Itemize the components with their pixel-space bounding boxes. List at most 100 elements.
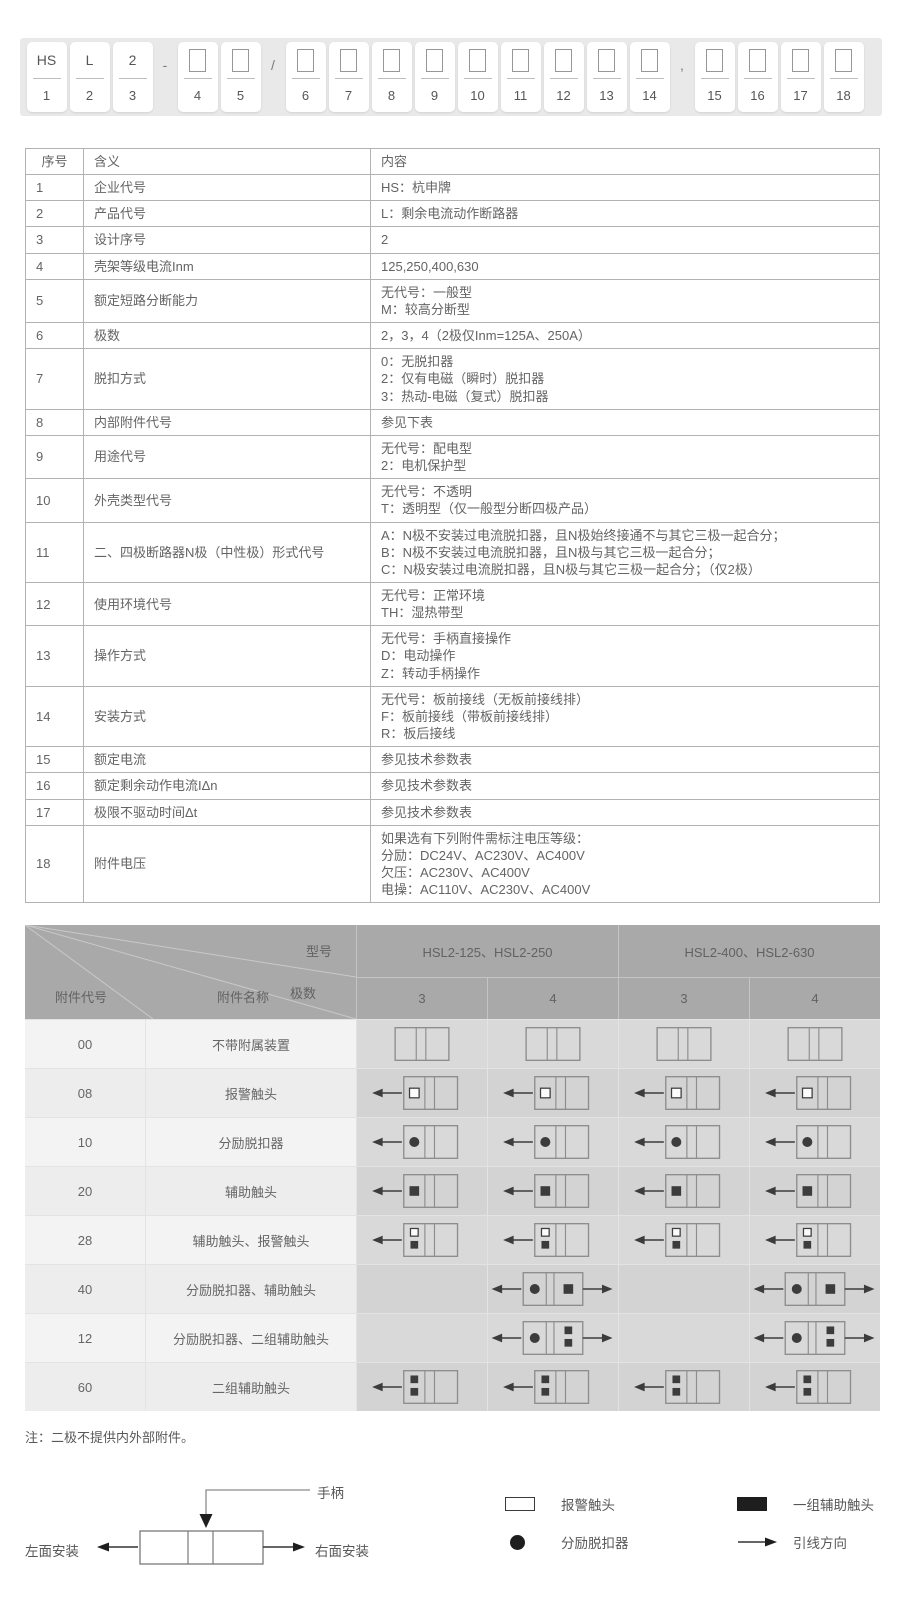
- right-arrow-icon: [293, 1542, 305, 1552]
- pole-count-header: 4: [487, 977, 618, 1020]
- col-header-content: 内容: [370, 147, 880, 176]
- model-group-header: HSL2-400、HSL2-630: [618, 925, 880, 978]
- legend-label: 报警触头: [561, 1498, 615, 1514]
- meaning-cell: 脱扣方式: [83, 348, 371, 410]
- accessory-diagram-cell: [487, 1166, 618, 1216]
- divider: [32, 78, 61, 79]
- content-cell: 无代号：配电型 2：电机保护型: [370, 434, 880, 480]
- code-position-number: 5: [236, 88, 245, 103]
- content-cell: 无代号：一般型 M：较高分断型: [370, 278, 880, 324]
- meaning-cell: 外壳类型代号: [83, 478, 371, 523]
- mounting-diagram: 手柄 左面安装 右面安装: [25, 1456, 465, 1596]
- accessory-name-cell: 报警触头: [145, 1068, 356, 1118]
- breaker-diagram-alarm: [634, 1076, 721, 1111]
- code-position-number: 18: [836, 88, 851, 103]
- accessory-diagram-cell: [749, 1362, 880, 1412]
- table-row: 1 企业代号 HS：杭申牌: [25, 174, 880, 202]
- legend-item: 一组辅助触头: [737, 1494, 874, 1514]
- content-cell: 参见下表: [370, 408, 880, 436]
- accessory-diagram-cell: [487, 1068, 618, 1118]
- content-cell: A：N极不安装过电流脱扣器，且N极始终接通不与其它三极一起合分； B：N极不安装…: [370, 521, 880, 583]
- divider: [592, 78, 621, 79]
- legend-label: 一组辅助触头: [793, 1498, 874, 1514]
- code-label: HS: [36, 52, 57, 68]
- row-number-cell: 7: [25, 348, 84, 410]
- code-position-number: 12: [556, 88, 571, 103]
- pole-count-header: 3: [356, 977, 487, 1020]
- content-cell: 2: [370, 226, 880, 254]
- row-number-cell: 2: [25, 200, 84, 228]
- accessory-diagram-cell: [356, 1068, 487, 1118]
- table-row: 4 壳架等级电流Inm 125,250,400,630: [25, 252, 880, 280]
- accessory-diagram-cell: [749, 1264, 880, 1314]
- divider: [463, 78, 492, 79]
- table-row: 12 使用环境代号 无代号：正常环境 TH：湿热带型: [25, 581, 880, 627]
- accessory-code-cell: 00: [25, 1019, 145, 1069]
- content-cell: 125,250,400,630: [370, 252, 880, 280]
- accessory-diagram-cell: [356, 1362, 487, 1412]
- down-arrow-icon: [199, 1514, 213, 1529]
- meaning-cell: 设计序号: [83, 226, 371, 254]
- row-number-cell: 6: [25, 322, 84, 350]
- breaker-diagram-auxalarm: [503, 1223, 590, 1258]
- blank-box-slot: [426, 42, 443, 78]
- content-cell: 0：无脱扣器 2：仅有电磁（瞬时）脱扣器 3：热动-电磁（复式）脱扣器: [370, 348, 880, 410]
- row-number-cell: 18: [25, 824, 84, 904]
- row-number-cell: 16: [25, 772, 84, 800]
- code-position-13: 13: [586, 42, 627, 112]
- accessory-table: 型号 极数 附件代号 附件名称 HSL2-125、HSL2-250 HSL2-400、HS…: [25, 925, 880, 1412]
- accessory-diagram-cell: [749, 1313, 880, 1363]
- accessory-diagram-cell: [356, 1117, 487, 1167]
- footer: 手柄 左面安装 右面安装 报警触头 一组辅助触头 分励脱扣器 引线方向: [25, 1456, 880, 1606]
- table-row: 9 用途代号 无代号：配电型 2：电机保护型: [25, 434, 880, 480]
- table-row: 17 极限不驱动时间Δt 参见技术参数表: [25, 798, 880, 826]
- model-code-strip: HS 1 L 2 2 3-4 5/6 7 8 9 10 11 12 13 14, 15 16 17 18: [20, 38, 882, 116]
- corner-label-poles: 极数: [289, 986, 316, 1002]
- code-position-number: 6: [301, 88, 310, 103]
- divider: [420, 78, 449, 79]
- legend-symbol: [505, 1534, 547, 1550]
- model-group-header: HSL2-125、HSL2-250: [356, 925, 618, 978]
- blank-box-slot: [792, 42, 809, 78]
- breaker-diagram-aux2: [765, 1370, 852, 1405]
- accessory-diagram-cell: [618, 1166, 749, 1216]
- table-row: 14 安装方式 无代号：板前接线（无板前接线排） F：板前接线（带板前接线排） R：…: [25, 685, 880, 748]
- row-number-cell: 9: [25, 434, 84, 480]
- row-number-cell: 1: [25, 174, 84, 202]
- blank-box-slot: [706, 42, 723, 78]
- content-cell: 参见技术参数表: [370, 746, 880, 774]
- blank-box-icon: [383, 48, 400, 72]
- row-number-cell: 8: [25, 408, 84, 436]
- content-cell: HS：杭申牌: [370, 174, 880, 202]
- divider: [334, 78, 363, 79]
- table-row: 8 内部附件代号 参见下表: [25, 408, 880, 436]
- accessory-diagram-cell: [487, 1215, 618, 1265]
- breaker-diagram-base: [656, 1027, 712, 1062]
- meaning-cell: 产品代号: [83, 200, 371, 228]
- table-row: 7 脱扣方式 0：无脱扣器 2：仅有电磁（瞬时）脱扣器 3：热动-电磁（复式）脱扣器: [25, 348, 880, 410]
- blank-box-icon: [835, 48, 852, 72]
- code-position-12: 12: [543, 42, 584, 112]
- table-body: 1 企业代号 HS：杭申牌 2 产品代号 L：剩余电流动作断路器 3 设计序号 2 4 壳架等级电流…: [25, 174, 880, 904]
- content-cell: 如果选有下列附件需标注电压等级： 分励：DC24V、AC230V、AC400V …: [370, 824, 880, 904]
- blank-box-icon: [189, 48, 206, 72]
- accessory-diagram-cell: [618, 1215, 749, 1265]
- code-position-number: 10: [470, 88, 485, 103]
- divider: [700, 78, 729, 79]
- meaning-cell: 操作方式: [83, 625, 371, 687]
- code-separator: -: [162, 57, 168, 73]
- accessory-code-cell: 12: [25, 1313, 145, 1363]
- row-number-cell: 11: [25, 521, 84, 583]
- accessory-diagram-cell: [618, 1362, 749, 1412]
- shunt-release-icon: [510, 1534, 525, 1550]
- meaning-cell: 二、四极断路器N极（中性极）形式代号: [83, 521, 371, 583]
- row-number-cell: 10: [25, 478, 84, 523]
- legend-label: 引线方向: [793, 1536, 847, 1552]
- blank-box-icon: [297, 48, 314, 72]
- code-meaning-table: 序号 含义 内容 1 企业代号 HS：杭申牌 2 产品代号 L：剩余电流动作断路器 3 设计序…: [25, 147, 880, 904]
- table-row: 10 外壳类型代号 无代号：不透明 T：透明型（仅一般型分断四极产品）: [25, 478, 880, 523]
- divider: [291, 78, 320, 79]
- accessory-diagram-cell: [487, 1313, 618, 1363]
- row-number-cell: 3: [25, 226, 84, 254]
